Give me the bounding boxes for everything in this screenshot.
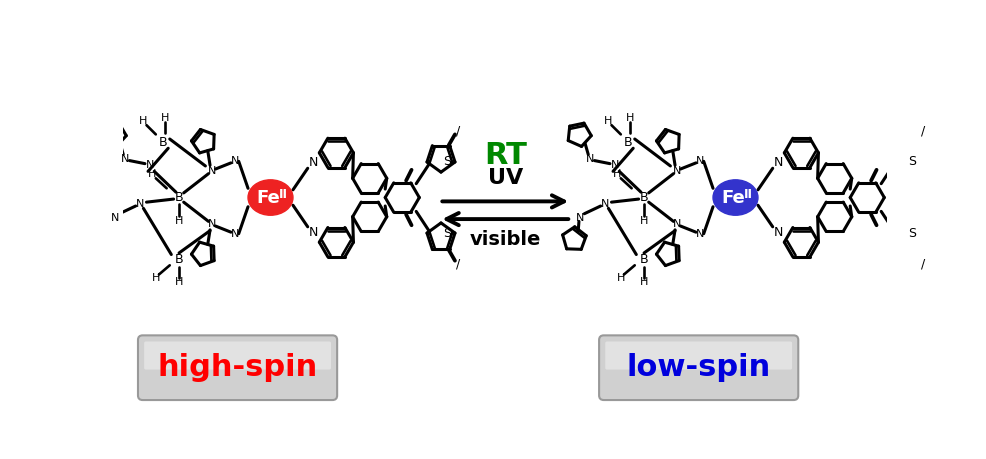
Text: /: /	[456, 257, 460, 270]
Text: B: B	[175, 252, 183, 266]
Text: N: N	[145, 160, 154, 170]
Ellipse shape	[713, 180, 758, 215]
Text: low-spin: low-spin	[626, 353, 771, 382]
Text: S: S	[443, 227, 452, 240]
Text: H: H	[612, 169, 621, 179]
Text: visible: visible	[469, 230, 541, 249]
Text: H: H	[161, 113, 170, 123]
Text: H: H	[640, 216, 648, 226]
Text: N: N	[309, 157, 317, 169]
Ellipse shape	[248, 180, 293, 215]
Text: S: S	[443, 155, 452, 168]
Text: N: N	[111, 213, 119, 223]
Text: H: H	[626, 113, 634, 123]
Text: H: H	[604, 116, 612, 126]
Text: N: N	[672, 166, 680, 176]
Text: H: H	[640, 277, 648, 287]
Text: N: N	[773, 226, 783, 239]
Text: II: II	[744, 188, 753, 201]
Text: H: H	[148, 169, 156, 179]
Text: H: H	[175, 277, 183, 287]
Text: Fe: Fe	[256, 189, 280, 207]
FancyBboxPatch shape	[144, 341, 331, 369]
Text: N: N	[309, 226, 317, 239]
Text: RT: RT	[484, 140, 527, 170]
Text: H: H	[139, 116, 148, 126]
Text: B: B	[624, 135, 633, 149]
Text: N: N	[231, 229, 239, 239]
Text: /: /	[456, 125, 460, 138]
Text: high-spin: high-spin	[158, 353, 317, 382]
Text: N: N	[696, 229, 704, 239]
FancyBboxPatch shape	[138, 336, 337, 400]
Text: N: N	[586, 154, 594, 164]
Text: N: N	[231, 157, 239, 166]
Text: N: N	[207, 166, 216, 176]
Text: S: S	[908, 227, 916, 240]
FancyBboxPatch shape	[605, 341, 792, 369]
Text: Fe: Fe	[722, 189, 745, 207]
Text: H: H	[616, 274, 625, 283]
Text: N: N	[601, 199, 609, 209]
Text: N: N	[207, 219, 216, 230]
FancyBboxPatch shape	[599, 336, 799, 400]
Text: UV: UV	[488, 168, 523, 188]
Text: S: S	[908, 155, 916, 168]
Text: H: H	[175, 216, 183, 226]
Text: B: B	[640, 252, 649, 266]
Text: N: N	[696, 157, 704, 166]
Text: N: N	[576, 213, 585, 223]
Text: N: N	[672, 219, 680, 230]
Text: /: /	[921, 257, 925, 270]
Text: II: II	[279, 188, 288, 201]
Text: N: N	[610, 160, 619, 170]
Text: B: B	[640, 191, 649, 204]
Text: N: N	[773, 157, 783, 169]
Text: B: B	[175, 191, 183, 204]
Text: /: /	[921, 125, 925, 138]
Text: N: N	[120, 154, 129, 164]
Text: N: N	[136, 199, 145, 209]
Text: B: B	[159, 135, 168, 149]
Text: H: H	[152, 274, 160, 283]
